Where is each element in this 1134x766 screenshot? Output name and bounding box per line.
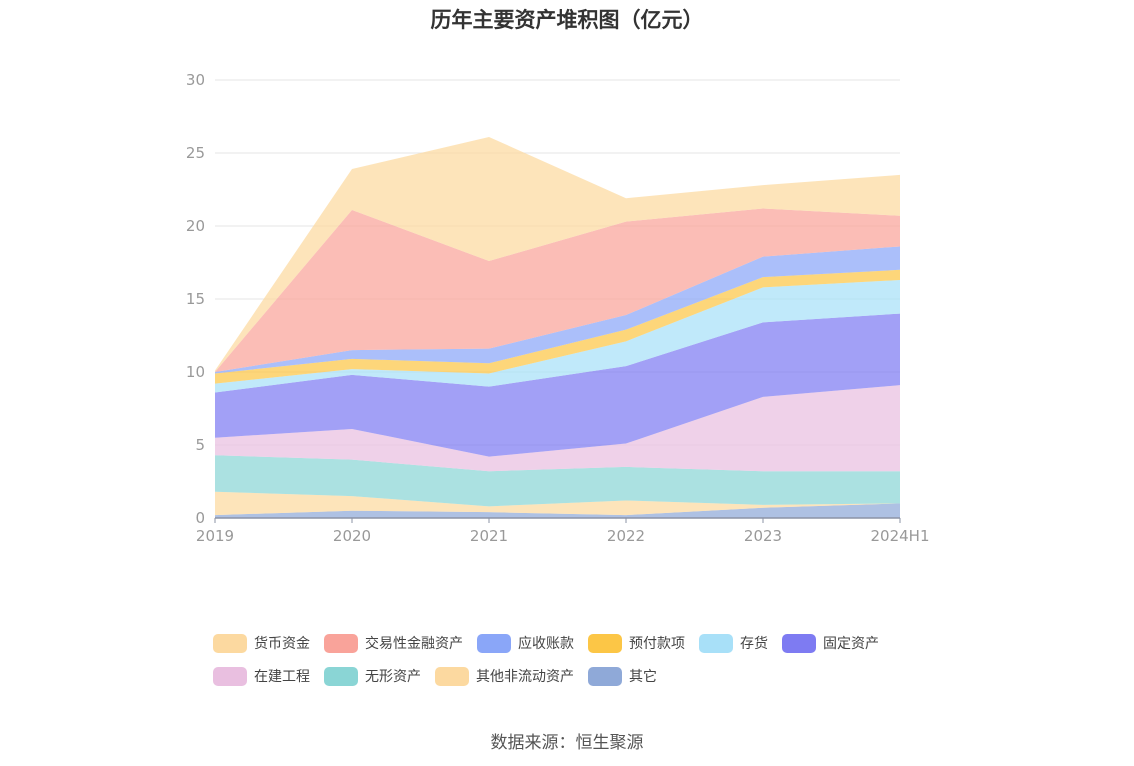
y-tick-label: 25 xyxy=(186,144,205,162)
area-其它[interactable] xyxy=(215,503,900,518)
legend-item[interactable]: 在建工程 xyxy=(213,665,310,687)
area-存货[interactable] xyxy=(215,280,900,393)
legend-row-2: 在建工程 无形资产 其他非流动资产 其它 xyxy=(213,665,953,687)
y-tick-label: 5 xyxy=(195,436,205,454)
legend-swatch xyxy=(588,666,622,686)
area-预付款项[interactable] xyxy=(215,269,900,384)
x-tick-label: 2024H1 xyxy=(871,527,930,545)
x-tick-label: 2023 xyxy=(744,527,782,545)
legend-item[interactable]: 交易性金融资产 xyxy=(324,632,463,654)
legend-swatch xyxy=(213,666,247,686)
axis-layer: 0 5 10 15 20 25 30 2019 2020 2021 2022 2023 2024H1 xyxy=(186,71,930,545)
legend-label: 预付款项 xyxy=(629,636,685,652)
x-tick-label: 2020 xyxy=(333,527,371,545)
area-货币资金[interactable] xyxy=(215,136,900,372)
legend-item[interactable]: 无形资产 xyxy=(324,665,421,687)
stacked-area-chart: 0 5 10 15 20 25 30 2019 2020 2021 2022 2023 2024H1 xyxy=(186,71,930,545)
y-tick-label: 30 xyxy=(186,71,205,89)
legend-item[interactable]: 固定资产 xyxy=(782,632,879,654)
legend-swatch xyxy=(324,666,358,686)
area-无形资产[interactable] xyxy=(215,455,900,507)
legend-label: 应收账款 xyxy=(518,636,574,652)
area-在建工程[interactable] xyxy=(215,385,900,472)
legend-item[interactable]: 货币资金 xyxy=(213,632,310,654)
chart-title: 历年主要资产堆积图（亿元） xyxy=(430,8,704,32)
legend-swatch xyxy=(324,633,358,653)
x-tick-label: 2021 xyxy=(470,527,508,545)
x-tick-label: 2022 xyxy=(607,527,645,545)
legend-label: 货币资金 xyxy=(254,636,310,652)
legend-label: 在建工程 xyxy=(254,669,310,685)
legend-swatch xyxy=(213,633,247,653)
legend-label: 交易性金融资产 xyxy=(365,636,463,652)
legend-swatch xyxy=(435,666,469,686)
legend-label: 存货 xyxy=(740,636,768,652)
area-固定资产[interactable] xyxy=(215,313,900,457)
legend-swatch xyxy=(782,633,816,653)
area-其他非流动资产[interactable] xyxy=(215,491,900,516)
legend-swatch xyxy=(699,633,733,653)
legend-item[interactable]: 预付款项 xyxy=(588,632,685,654)
area-layer xyxy=(215,136,900,518)
legend-item[interactable]: 存货 xyxy=(699,632,768,654)
legend-swatch xyxy=(477,633,511,653)
legend-swatch xyxy=(588,633,622,653)
area-应收账款[interactable] xyxy=(215,246,900,374)
legend-label: 无形资产 xyxy=(365,669,421,685)
legend-row-1: 货币资金 交易性金融资产 应收账款 预付款项 存货 固定资产 xyxy=(213,632,953,654)
y-tick-label: 15 xyxy=(186,290,205,308)
legend-item[interactable]: 其他非流动资产 xyxy=(435,665,574,687)
legend-item[interactable]: 其它 xyxy=(588,665,657,687)
y-tick-label: 20 xyxy=(186,217,205,235)
legend-label: 其它 xyxy=(629,669,657,685)
legend-item[interactable]: 应收账款 xyxy=(477,632,574,654)
y-tick-label: 10 xyxy=(186,363,205,381)
area-交易性金融资产[interactable] xyxy=(215,208,900,372)
x-tick-label: 2019 xyxy=(196,527,234,545)
legend-label: 其他非流动资产 xyxy=(476,669,574,685)
source-note: 数据来源：恒生聚源 xyxy=(490,733,644,753)
y-tick-label: 0 xyxy=(195,509,205,527)
legend-label: 固定资产 xyxy=(823,636,879,652)
